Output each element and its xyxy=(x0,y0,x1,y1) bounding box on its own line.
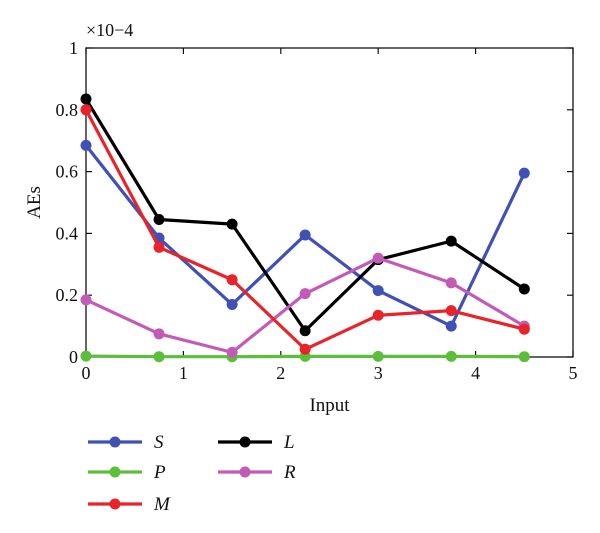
y-tick-label: 0.2 xyxy=(56,285,79,305)
x-tick-label: 4 xyxy=(471,363,480,383)
data-point-M xyxy=(372,309,384,321)
data-point-L xyxy=(153,213,165,225)
x-tick-label: 1 xyxy=(179,363,188,383)
legend-label: M xyxy=(153,494,171,515)
data-point-M xyxy=(445,305,457,317)
legend-item-P: P xyxy=(88,462,166,483)
legend-label: S xyxy=(154,432,164,453)
x-tick-label: 5 xyxy=(569,363,578,383)
legend-swatch-marker xyxy=(109,436,121,448)
legend-label: P xyxy=(153,462,166,483)
x-tick-label: 0 xyxy=(82,363,91,383)
data-point-L xyxy=(445,235,457,247)
data-point-P xyxy=(372,350,384,362)
series-line-R xyxy=(85,256,526,354)
legend-swatch-marker xyxy=(239,466,251,478)
x-axis: 0 1 2 3 4 5 xyxy=(82,48,578,383)
data-point-P xyxy=(153,351,165,363)
data-point-L xyxy=(518,283,530,295)
legend-swatch-marker xyxy=(239,436,251,448)
data-point-P xyxy=(518,351,530,363)
y-axis: 0 0.2 0.4 0.6 0.8 1 xyxy=(56,38,573,367)
data-point-S xyxy=(518,167,530,179)
y-tick-label: 0 xyxy=(69,347,78,367)
data-point-M xyxy=(518,323,530,335)
legend-item-S: S xyxy=(88,432,164,453)
y-axis-multiplier: ×10−4 xyxy=(86,20,133,40)
data-point-M xyxy=(299,343,311,355)
legend-item-R: R xyxy=(218,462,296,483)
series-M xyxy=(80,104,530,355)
data-point-S xyxy=(299,229,311,241)
legend-item-L: L xyxy=(218,432,295,453)
data-point-S xyxy=(80,139,92,151)
data-point-R xyxy=(299,288,311,300)
legend-swatch-marker xyxy=(109,498,121,510)
data-point-L xyxy=(80,93,92,105)
data-point-S xyxy=(226,298,238,310)
x-tick-label: 3 xyxy=(374,363,383,383)
data-point-S xyxy=(445,320,457,332)
data-point-R xyxy=(226,346,238,358)
data-point-P xyxy=(445,350,457,362)
data-point-R xyxy=(80,294,92,306)
series-S xyxy=(80,139,530,332)
data-point-L xyxy=(299,325,311,337)
data-point-M xyxy=(226,274,238,286)
legend-item-M: M xyxy=(88,494,171,515)
data-point-M xyxy=(153,241,165,253)
legend: S L P R M xyxy=(88,432,296,515)
legend-label: R xyxy=(283,462,296,483)
x-axis-label: Input xyxy=(309,395,350,416)
legend-label: L xyxy=(283,432,295,453)
data-point-R xyxy=(153,328,165,340)
data-point-R xyxy=(445,277,457,289)
y-tick-label: 1 xyxy=(69,38,78,58)
y-axis-label: AEs xyxy=(24,186,45,219)
series-R xyxy=(80,252,530,358)
y-tick-label: 0.6 xyxy=(56,162,79,182)
series-layer xyxy=(80,93,530,363)
data-point-R xyxy=(372,252,384,264)
data-point-M xyxy=(80,104,92,116)
legend-swatch-marker xyxy=(109,466,121,478)
y-tick-label: 0.4 xyxy=(56,223,79,243)
data-point-L xyxy=(226,218,238,230)
data-point-P xyxy=(80,350,92,362)
y-tick-label: 0.8 xyxy=(56,100,79,120)
data-point-S xyxy=(372,285,384,297)
x-tick-label: 2 xyxy=(276,363,285,383)
